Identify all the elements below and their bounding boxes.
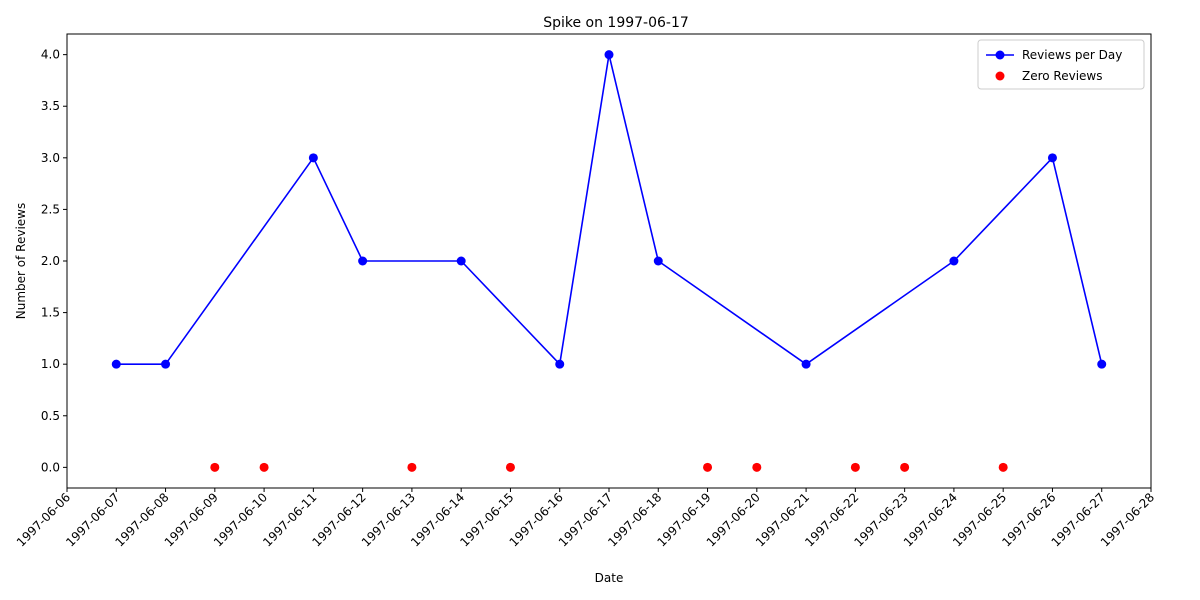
data-point-reviews <box>111 359 121 369</box>
data-point-reviews <box>456 256 466 266</box>
data-point-zero-reviews <box>703 462 713 472</box>
legend: Reviews per Day Zero Reviews <box>977 39 1145 90</box>
legend-scatter-marker <box>995 71 1005 81</box>
data-point-reviews <box>949 256 959 266</box>
x-axis: 1997-06-061997-06-071997-06-081997-06-09… <box>14 488 1157 549</box>
data-point-reviews <box>555 359 565 369</box>
data-point-reviews <box>653 256 663 266</box>
data-point-reviews <box>801 359 811 369</box>
data-point-zero-reviews <box>998 462 1008 472</box>
data-point-zero-reviews <box>407 462 417 472</box>
legend-label-reviews: Reviews per Day <box>1022 48 1122 62</box>
data-point-reviews <box>308 153 318 163</box>
y-tick-label: 2.0 <box>41 254 60 268</box>
y-axis-title: Number of Reviews <box>14 203 28 319</box>
legend-frame <box>977 39 1145 90</box>
data-point-zero-reviews <box>259 462 269 472</box>
data-point-reviews <box>1047 153 1057 163</box>
y-tick-label: 0.0 <box>41 460 60 474</box>
data-point-reviews <box>1097 359 1107 369</box>
x-axis-title: Date <box>595 571 624 585</box>
y-tick-label: 4.0 <box>41 48 60 62</box>
plot-area-frame <box>66 33 1152 489</box>
legend-label-zero: Zero Reviews <box>1022 69 1103 83</box>
data-point-zero-reviews <box>210 462 220 472</box>
chart-title: Spike on 1997-06-17 <box>543 15 689 31</box>
series-line-reviews-per-day <box>116 53 1103 365</box>
y-tick-label: 0.5 <box>41 409 60 423</box>
data-point-zero-reviews <box>900 462 910 472</box>
y-tick-label: 2.5 <box>41 202 60 216</box>
data-point-zero-reviews <box>850 462 860 472</box>
data-point-zero-reviews <box>505 462 515 472</box>
y-tick-label: 3.0 <box>41 151 60 165</box>
y-tick-label: 1.0 <box>41 357 60 371</box>
data-point-reviews <box>358 256 368 266</box>
data-point-reviews <box>161 359 171 369</box>
data-point-zero-reviews <box>752 462 762 472</box>
series-layer <box>111 50 1107 472</box>
data-point-reviews <box>604 50 614 60</box>
y-tick-label: 1.5 <box>41 306 60 320</box>
y-axis: 0.0 0.5 1.0 1.5 2.0 2.5 3.0 3.5 4.0 <box>41 48 67 474</box>
y-tick-label: 3.5 <box>41 99 60 113</box>
legend-line-marker <box>995 50 1005 60</box>
